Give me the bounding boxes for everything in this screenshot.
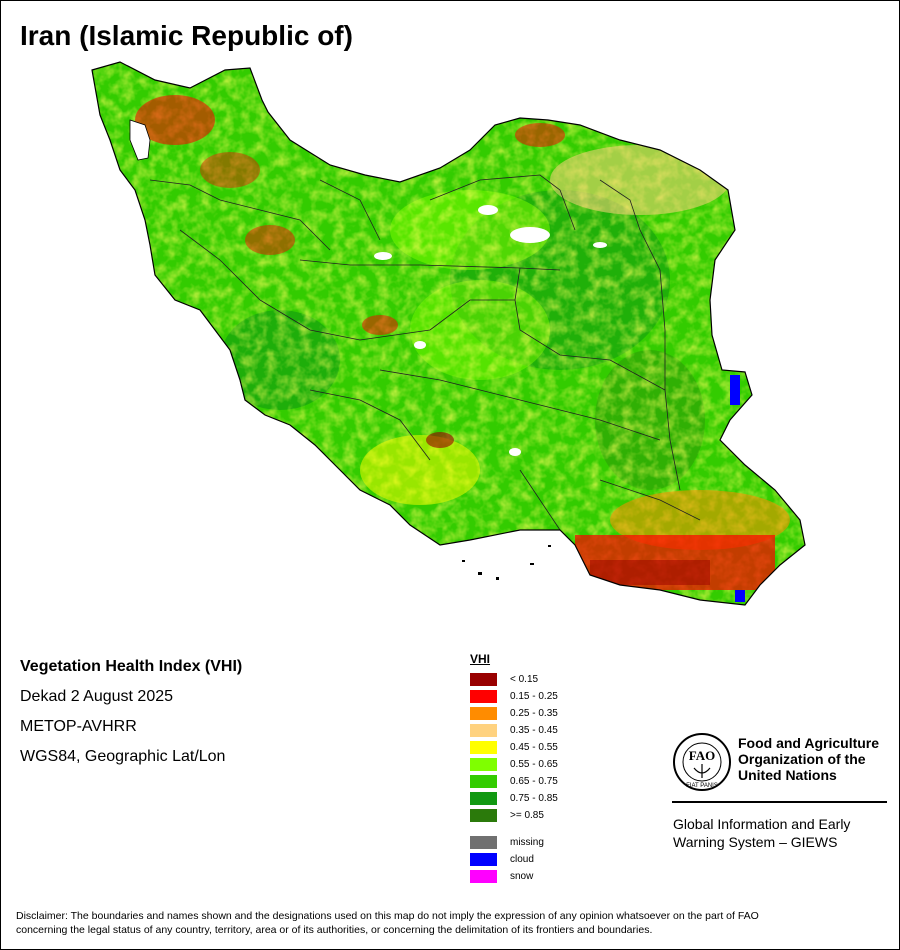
emblem-text: FAO (689, 748, 715, 763)
legend-swatch (470, 757, 497, 771)
legend-label: snow (510, 870, 534, 882)
map-info: Vegetation Health Index (VHI) Dekad 2 Au… (20, 656, 242, 776)
legend-swatch (470, 852, 497, 866)
sensor: METOP-AVHRR (20, 718, 137, 735)
legend-swatch (470, 740, 497, 754)
index-name: Vegetation Health Index (VHI) (20, 658, 243, 675)
logo-divider (672, 801, 887, 803)
disclaimer-line2: concerning the legal status of any count… (16, 924, 653, 936)
projection: WGS84, Geographic Lat/Lon (20, 748, 226, 765)
fao-name-line3: United Nations (738, 767, 837, 783)
legend-label: 0.15 - 0.25 (510, 690, 558, 702)
legend-swatch (470, 689, 497, 703)
legend-item: snow (470, 869, 533, 883)
legend-item: < 0.15 (470, 672, 538, 686)
legend-swatch (470, 672, 497, 686)
legend-label: 0.35 - 0.45 (510, 724, 558, 736)
legend-item: 0.25 - 0.35 (470, 706, 558, 720)
legend-label: 0.25 - 0.35 (510, 707, 558, 719)
giews-line1: Global Information and Early (673, 816, 851, 832)
fao-name-line2: Organization of the (738, 751, 866, 767)
legend-label: 0.55 - 0.65 (510, 758, 558, 770)
disclaimer: Disclaimer: The boundaries and names sho… (16, 909, 886, 937)
legend-label: missing (510, 836, 544, 848)
legend-label: >= 0.85 (510, 809, 544, 821)
legend-item: cloud (470, 852, 534, 866)
legend: VHI < 0.15 0.15 - 0.25 0.25 - 0.35 0.35 … (470, 652, 558, 883)
legend-label: 0.65 - 0.75 (510, 775, 558, 787)
legend-item: 0.15 - 0.25 (470, 689, 558, 703)
legend-item: 0.45 - 0.55 (470, 740, 558, 754)
legend-swatch (470, 723, 497, 737)
legend-swatch (470, 869, 497, 883)
legend-item: 0.75 - 0.85 (470, 791, 558, 805)
map-title: Iran (Islamic Republic of) (20, 20, 353, 51)
fao-name-line1: Food and Agriculture (738, 735, 880, 751)
legend-label: 0.45 - 0.55 (510, 741, 558, 753)
legend-label: 0.75 - 0.85 (510, 792, 558, 804)
emblem-motto: FIAT PANIS (686, 783, 718, 789)
legend-item: 0.55 - 0.65 (470, 757, 558, 771)
legend-item: missing (470, 835, 544, 849)
period: Dekad 2 August 2025 (20, 688, 174, 705)
legend-swatch (470, 791, 497, 805)
disclaimer-line1: Disclaimer: The boundaries and names sho… (16, 910, 759, 922)
legend-label: cloud (510, 853, 534, 865)
legend-title: VHI (470, 652, 491, 666)
legend-item: >= 0.85 (470, 808, 544, 822)
legend-swatch (470, 808, 497, 822)
legend-swatch (470, 706, 497, 720)
legend-label: < 0.15 (510, 673, 539, 685)
legend-swatch (470, 774, 497, 788)
legend-item: 0.65 - 0.75 (470, 774, 558, 788)
giews-name: Global Information and Early Warning Sys… (673, 815, 850, 851)
vhi-map (91, 61, 806, 606)
fao-emblem-icon: FAO FIAT PANIS (673, 733, 731, 791)
fao-name: Food and Agriculture Organization of the… (738, 735, 879, 783)
legend-swatch (470, 835, 497, 849)
legend-item: 0.35 - 0.45 (470, 723, 558, 737)
giews-line2: Warning System – GIEWS (673, 834, 838, 850)
